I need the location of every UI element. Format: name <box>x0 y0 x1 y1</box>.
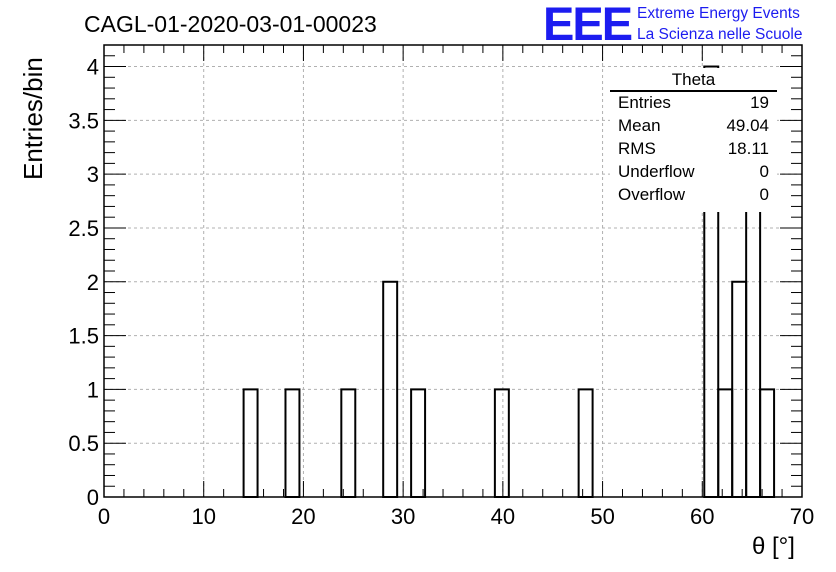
x-tick-label: 50 <box>590 504 614 529</box>
stats-title: Theta <box>671 70 716 89</box>
eee-logo: EEE <box>543 0 633 50</box>
stats-label: Entries <box>618 93 671 112</box>
x-axis-label: θ [°] <box>752 533 795 560</box>
logo-tagline-2: La Scienza nelle Scuole <box>637 26 803 43</box>
y-axis-label: Entries/bin <box>18 57 48 180</box>
stats-label: Overflow <box>618 185 686 204</box>
stats-value: 0 <box>759 185 769 204</box>
x-tick-label: 10 <box>191 504 215 529</box>
x-tick-label: 0 <box>98 504 110 529</box>
histogram-bin <box>382 280 399 498</box>
stats-value: 0 <box>759 162 769 181</box>
stats-label: RMS <box>618 139 656 158</box>
x-tick-label: 70 <box>790 504 814 529</box>
stats-row-mean: Mean 49.04 <box>618 116 769 138</box>
y-tick-label: 3 <box>87 162 99 187</box>
y-tick-label: 1.5 <box>68 324 99 349</box>
histogram-bin <box>340 388 357 498</box>
y-tick-label: 3.5 <box>68 108 99 133</box>
y-tick-label: 0.5 <box>68 431 99 456</box>
y-tick-label: 1 <box>87 377 99 402</box>
stats-row-entries: Entries 19 <box>618 93 769 115</box>
x-tick-label: 40 <box>491 504 515 529</box>
stats-value: 18.11 <box>727 139 769 158</box>
x-tick-label: 30 <box>391 504 415 529</box>
chart-title: CAGL-01-2020-03-01-00023 <box>84 11 377 37</box>
stats-value: 19 <box>750 93 769 112</box>
y-tick-label: 2 <box>87 270 99 295</box>
logo-tagline-1: Extreme Energy Events <box>637 5 800 22</box>
y-tick-label: 0 <box>87 485 99 510</box>
stats-row-rms: RMS 18.11 <box>618 139 769 161</box>
stats-label: Underflow <box>618 162 695 181</box>
x-tick-label: 60 <box>690 504 714 529</box>
stats-row-underflow: Underflow 0 <box>618 162 769 184</box>
stats-divider <box>610 90 777 92</box>
stats-row-overflow: Overflow 0 <box>618 185 769 207</box>
y-tick-label: 4 <box>87 55 99 80</box>
x-tick-label: 20 <box>291 504 315 529</box>
stats-value: 49.04 <box>726 116 769 135</box>
stats-box: Theta Entries 19 Mean 49.04 RMS 18.11 Un… <box>610 68 777 212</box>
y-tick-label: 2.5 <box>68 216 99 241</box>
stats-label: Mean <box>618 116 661 135</box>
